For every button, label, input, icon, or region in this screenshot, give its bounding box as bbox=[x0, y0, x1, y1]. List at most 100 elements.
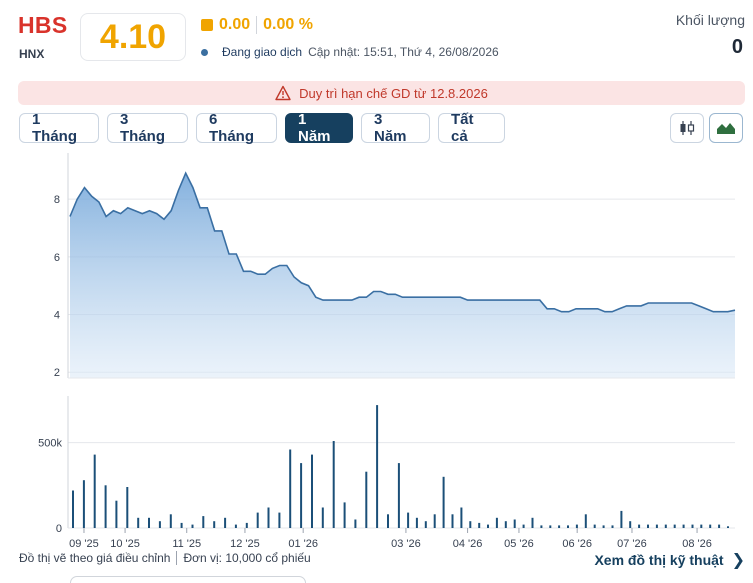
volume-bar bbox=[224, 517, 227, 528]
volume-bar bbox=[137, 517, 140, 528]
volume-bar bbox=[115, 500, 118, 528]
x-tick-label: 10 '25 bbox=[110, 538, 140, 548]
trading-status: Đang giao dịch Cập nhật: 15:51, Thứ 4, 2… bbox=[201, 45, 499, 59]
status-text: Đang giao dịch bbox=[222, 45, 303, 59]
range-6-month-button[interactable]: 6 Tháng bbox=[196, 111, 277, 145]
price-volume-chart: 2 4 6 8 0 500k 09 '25 10 '25 11 '25 12 '25 01 '2… bbox=[38, 153, 736, 548]
volume-bar bbox=[158, 521, 161, 528]
volume-bar bbox=[655, 524, 658, 528]
range-all-button[interactable]: Tất cả bbox=[438, 111, 505, 145]
change-percent: 0.00 % bbox=[263, 16, 313, 33]
chevron-right-icon: ❯ bbox=[731, 552, 745, 569]
volume-bar bbox=[332, 441, 335, 528]
volume-bar bbox=[213, 521, 216, 528]
volume-bar bbox=[343, 502, 346, 528]
volume-bar bbox=[191, 524, 194, 528]
exchange-label: HNX bbox=[19, 47, 45, 61]
divider bbox=[176, 551, 178, 565]
volume-bar bbox=[300, 463, 303, 528]
x-tick-label: 04 '26 bbox=[453, 538, 483, 548]
volume-bar bbox=[311, 454, 313, 528]
candlestick-icon bbox=[680, 121, 695, 135]
change-value: 0.00 bbox=[219, 16, 251, 33]
volume-bar bbox=[584, 514, 587, 528]
price-y-tick-label: 4 bbox=[54, 310, 60, 322]
price-line bbox=[69, 171, 736, 313]
price-y-axis: 2 4 6 8 bbox=[54, 194, 60, 379]
area-chart-toggle-button[interactable] bbox=[709, 113, 743, 143]
volume-bar bbox=[387, 514, 389, 528]
volume-bar bbox=[72, 490, 74, 528]
x-tick-label: 01 '26 bbox=[288, 538, 318, 548]
volume-value: 0 bbox=[731, 36, 743, 58]
x-tick-label: 07 '26 bbox=[617, 538, 647, 548]
technical-chart-link[interactable]: Xem đồ thị kỹ thuật ❯ bbox=[594, 550, 745, 570]
volume-bar bbox=[504, 521, 507, 528]
price-y-tick-label: 8 bbox=[54, 194, 60, 206]
price-y-tick-label: 2 bbox=[54, 367, 60, 379]
range-3-month-button[interactable]: 3 Tháng bbox=[107, 111, 188, 145]
x-tick-label: 06 '26 bbox=[562, 538, 592, 548]
ticker-symbol: HBS bbox=[18, 12, 68, 38]
volume-bar bbox=[365, 471, 368, 528]
update-time: Cập nhật: 15:51, Thứ 4, 26/08/2026 bbox=[308, 45, 499, 59]
warning-triangle-icon bbox=[275, 85, 291, 101]
volume-bar bbox=[522, 524, 525, 528]
volume-label: Khối lượng bbox=[675, 12, 745, 28]
volume-bar bbox=[234, 524, 237, 528]
x-tick-label: 03 '26 bbox=[391, 538, 421, 548]
volume-bar bbox=[415, 517, 418, 528]
range-1-month-button[interactable]: 1 Tháng bbox=[19, 111, 99, 145]
volume-bar bbox=[727, 526, 729, 528]
range-3-year-button[interactable]: 3 Năm bbox=[361, 111, 430, 145]
volume-bar bbox=[540, 525, 543, 528]
volume-bar bbox=[82, 480, 85, 528]
volume-bar bbox=[513, 519, 516, 528]
volume-bar bbox=[451, 514, 454, 528]
unit-note: Đơn vị: 10,000 cổ phiếu bbox=[183, 551, 311, 565]
area-chart-icon bbox=[717, 123, 735, 134]
volume-bar bbox=[442, 476, 445, 528]
volume-y-tick-label: 500k bbox=[38, 438, 62, 450]
range-selector: 1 Tháng 3 Tháng 6 Tháng 1 Năm 3 Năm Tất … bbox=[19, 111, 513, 145]
volume-bar bbox=[478, 522, 481, 528]
unchanged-square-icon bbox=[201, 19, 213, 31]
technical-chart-link-label: Xem đồ thị kỹ thuật bbox=[594, 552, 724, 568]
volume-bar bbox=[397, 463, 400, 528]
volume-bar bbox=[558, 525, 561, 528]
volume-bar bbox=[433, 514, 436, 528]
candlestick-toggle-button[interactable] bbox=[670, 113, 704, 143]
x-tick-label: 08 '26 bbox=[682, 538, 712, 548]
warning-text: Duy trì hạn chế GD từ 12.8.2026 bbox=[299, 85, 488, 101]
volume-bar bbox=[126, 487, 129, 528]
volume-bar bbox=[376, 405, 379, 528]
volume-bar bbox=[469, 521, 472, 528]
x-tick-label: 05 '26 bbox=[504, 538, 534, 548]
volume-bar bbox=[567, 525, 569, 528]
volume-bar bbox=[267, 507, 270, 528]
x-tick-label: 12 '25 bbox=[230, 538, 260, 548]
range-1-year-button[interactable]: 1 Năm bbox=[285, 111, 353, 145]
volume-bar bbox=[602, 525, 605, 528]
x-tick-label: 09 '25 bbox=[69, 538, 99, 548]
volume-bar bbox=[148, 517, 150, 528]
adjusted-price-note: Đồ thị vẽ theo giá điều chỉnh bbox=[19, 551, 171, 565]
volume-bar bbox=[407, 512, 410, 528]
volume-bar bbox=[180, 522, 183, 528]
price-area-fill bbox=[70, 173, 735, 378]
bottom-control[interactable] bbox=[70, 576, 306, 583]
volume-gridlines bbox=[68, 442, 735, 529]
volume-bar bbox=[682, 524, 685, 528]
volume-y-tick-label: 0 bbox=[56, 523, 62, 535]
volume-bar bbox=[169, 514, 172, 528]
volume-bar bbox=[664, 524, 667, 528]
volume-bar bbox=[691, 524, 694, 528]
volume-bar bbox=[700, 524, 703, 528]
volume-bar bbox=[647, 524, 649, 528]
volume-bar bbox=[354, 519, 357, 528]
volume-bar bbox=[673, 524, 676, 528]
x-tick-label: 11 '25 bbox=[172, 538, 201, 548]
volume-bar bbox=[321, 507, 324, 528]
divider bbox=[256, 16, 258, 34]
price-change: 0.00 0.00 % bbox=[201, 16, 313, 34]
